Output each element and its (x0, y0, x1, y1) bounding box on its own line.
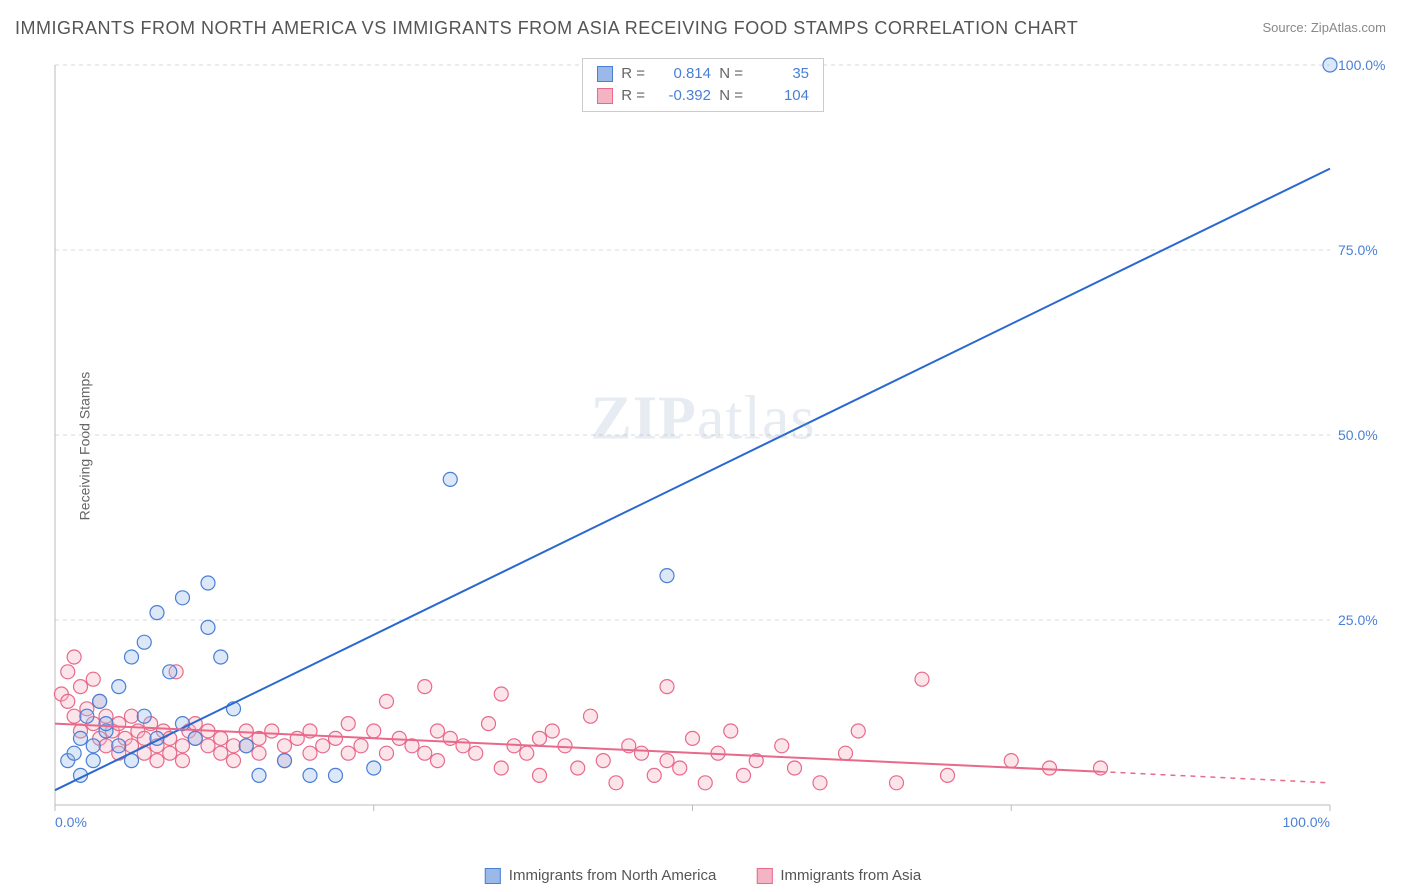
stats-n-value-series1: 35 (749, 63, 809, 85)
stats-swatch-series2 (597, 88, 613, 104)
chart-title: IMMIGRANTS FROM NORTH AMERICA VS IMMIGRA… (15, 18, 1078, 39)
stats-r-value-series2: -0.392 (651, 85, 711, 107)
scatter-chart: 25.0% 50.0% 75.0% 100.0% 0.0% 100.0% (45, 55, 1385, 835)
stats-row-series1: R = 0.814 N = 35 (597, 63, 809, 85)
svg-text:100.0%: 100.0% (1338, 57, 1385, 73)
source-link[interactable]: ZipAtlas.com (1311, 20, 1386, 35)
svg-text:50.0%: 50.0% (1338, 427, 1378, 443)
stats-n-value-series2: 104 (749, 85, 809, 107)
stats-r-value-series1: 0.814 (651, 63, 711, 85)
stats-box: R = 0.814 N = 35 R = -0.392 N = 104 (582, 58, 824, 112)
legend-label-series1: Immigrants from North America (509, 867, 717, 884)
legend-item-series2: Immigrants from Asia (756, 867, 921, 884)
legend-swatch-series2 (756, 868, 772, 884)
stats-n-label: N = (717, 63, 743, 85)
bottom-legend: Immigrants from North America Immigrants… (485, 867, 921, 884)
svg-text:100.0%: 100.0% (1283, 814, 1330, 830)
svg-text:75.0%: 75.0% (1338, 242, 1378, 258)
chart-area: 25.0% 50.0% 75.0% 100.0% 0.0% 100.0% (45, 55, 1385, 835)
svg-text:0.0%: 0.0% (55, 814, 87, 830)
stats-r-label: R = (619, 85, 645, 107)
stats-swatch-series1 (597, 66, 613, 82)
source-attribution: Source: ZipAtlas.com (1262, 20, 1386, 35)
legend-swatch-series1 (485, 868, 501, 884)
stats-row-series2: R = -0.392 N = 104 (597, 85, 809, 107)
stats-n-label: N = (717, 85, 743, 107)
source-prefix: Source: (1262, 20, 1310, 35)
svg-text:25.0%: 25.0% (1338, 612, 1378, 628)
legend-label-series2: Immigrants from Asia (780, 867, 921, 884)
legend-item-series1: Immigrants from North America (485, 867, 717, 884)
stats-r-label: R = (619, 63, 645, 85)
